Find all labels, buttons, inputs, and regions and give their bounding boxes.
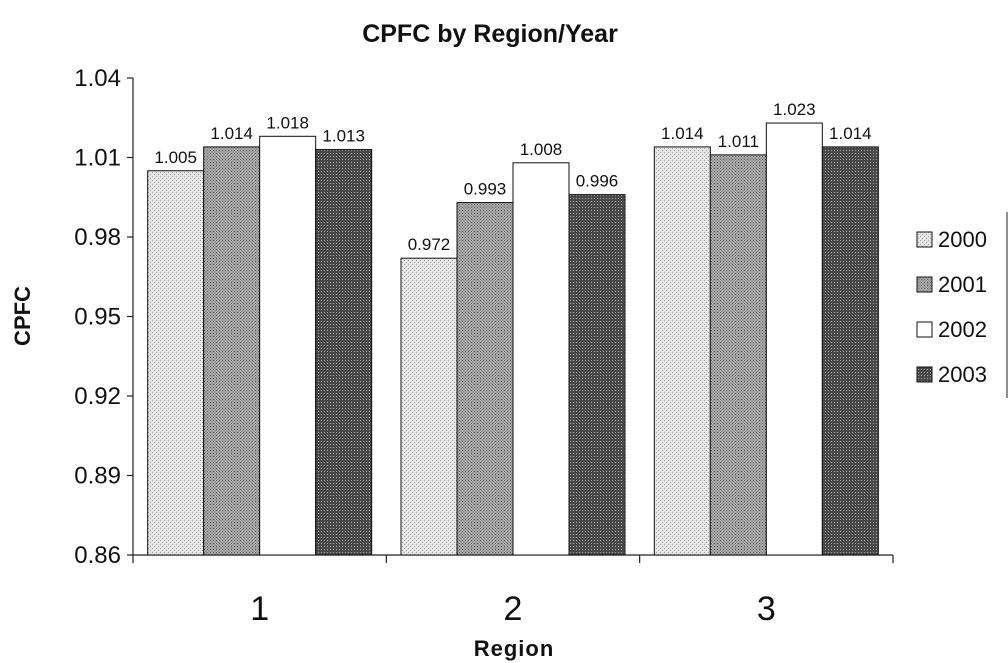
data-label: 0.996	[576, 172, 619, 191]
x-tick-label: 1	[250, 590, 269, 628]
legend: 2000 2001 2002 2003	[916, 212, 1008, 398]
y-tick-label: 0.89	[74, 463, 121, 490]
legend-label: 2003	[938, 362, 987, 387]
x-tick-label: 2	[504, 590, 523, 628]
bar-region-1-2002	[259, 135, 317, 556]
bar-region-2-2001	[456, 202, 514, 556]
data-label: 1.008	[520, 140, 563, 159]
bar-region-2-2003	[568, 194, 626, 556]
bar-region-2-2002	[512, 162, 570, 556]
axes: 0.86 0.89 0.92 0.95 0.98 1.01 1.04 1 2 3	[74, 65, 894, 628]
y-tick-label: 0.98	[74, 224, 121, 251]
x-axis-title: Region	[474, 636, 555, 661]
data-label: 1.013	[322, 127, 365, 146]
data-label: 0.993	[464, 180, 507, 199]
data-label: 1.005	[154, 148, 197, 167]
bar-region-3-2002	[765, 122, 823, 556]
chart-title: CPFC by Region/Year	[362, 20, 618, 48]
data-label: 1.023	[773, 100, 816, 119]
bar-region-1-2003	[315, 149, 373, 556]
x-tick-label: 3	[757, 590, 776, 628]
y-tick-label: 1.01	[74, 145, 121, 172]
data-labels: 1.005 1.014 1.018 1.013 0.972 0.993 1.008 0.996…	[154, 100, 871, 254]
y-axis-title: CPFC	[10, 286, 35, 346]
bar-region-1-2001	[203, 146, 261, 556]
legend-label: 2002	[938, 317, 987, 342]
data-label: 1.014	[661, 124, 704, 143]
y-tick-label: 0.92	[74, 383, 121, 410]
bars	[147, 122, 879, 556]
bar-region-2-2000	[400, 257, 458, 556]
legend-swatch-2001	[916, 276, 933, 293]
data-label: 0.972	[408, 235, 451, 254]
data-label: 1.018	[266, 113, 309, 132]
bar-region-1-2000	[147, 170, 205, 556]
y-tick-label: 0.86	[74, 542, 121, 569]
data-label: 1.011	[718, 132, 759, 151]
legend-swatch-2003	[916, 366, 933, 383]
legend-label: 2001	[938, 272, 987, 297]
data-label: 1.014	[829, 124, 872, 143]
data-label: 1.014	[210, 124, 253, 143]
legend-swatch-2002	[916, 321, 933, 338]
bar-region-3-2000	[653, 146, 711, 556]
legend-label: 2000	[938, 227, 987, 252]
y-tick-label: 1.04	[74, 65, 121, 92]
legend-swatch-2000	[916, 231, 933, 248]
bar-region-3-2003	[821, 146, 879, 556]
y-tick-label: 0.95	[74, 304, 121, 331]
bar-region-3-2001	[709, 154, 767, 556]
